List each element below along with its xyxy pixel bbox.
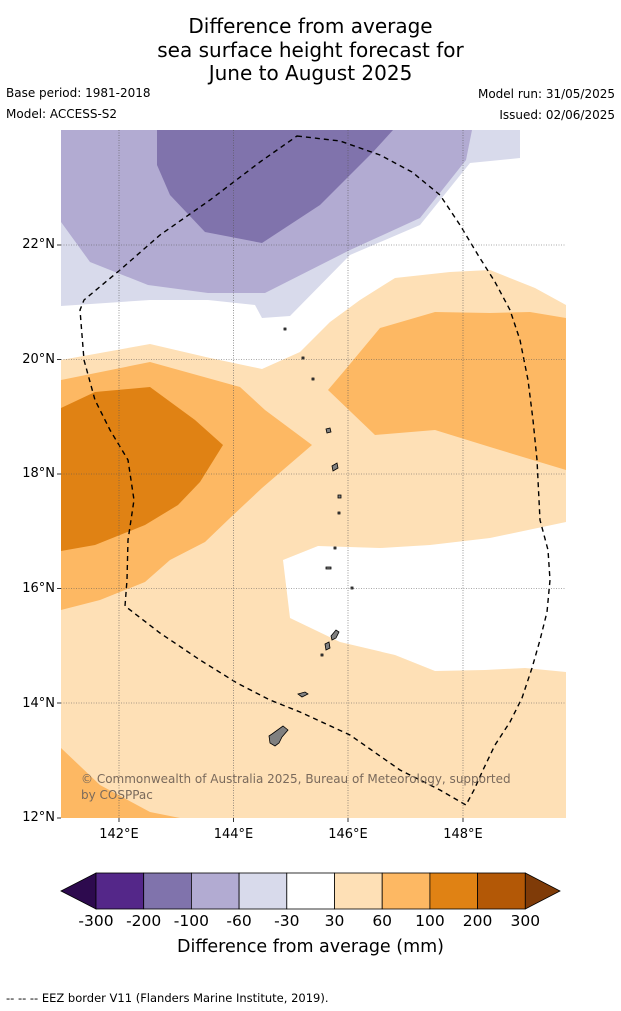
island-alamagan bbox=[337, 494, 342, 499]
colorbar-bin-9 bbox=[477, 872, 526, 910]
island-asuncion bbox=[311, 377, 315, 381]
issued-text: Issued: 02/06/2025 bbox=[499, 108, 615, 122]
island-tinian bbox=[324, 641, 331, 651]
map-title: Difference from average sea surface heig… bbox=[0, 14, 621, 86]
colorbar-extend-low bbox=[60, 872, 97, 910]
colorbar-bin-8 bbox=[429, 872, 478, 910]
lat-label-20n: 20°N bbox=[22, 352, 55, 367]
colorbar-bin-2 bbox=[143, 872, 192, 910]
base-period-text: Base period: 1981-2018 bbox=[6, 86, 151, 100]
lat-label-16n: 16°N bbox=[22, 581, 55, 596]
title-line-2: sea surface height forecast for bbox=[157, 37, 464, 62]
contour-positive-corner bbox=[61, 748, 180, 818]
contour-layer bbox=[61, 130, 566, 818]
island-sarigan bbox=[333, 546, 337, 550]
island-anatahan bbox=[325, 566, 332, 570]
island-aguijan bbox=[320, 653, 324, 657]
colorbar-label: Difference from average (mm) bbox=[176, 937, 445, 957]
gridlines bbox=[61, 130, 566, 818]
island-agrihan bbox=[325, 427, 332, 434]
eez-border bbox=[79, 135, 551, 806]
island-saipan bbox=[330, 629, 340, 641]
colorbar-extend-high bbox=[524, 872, 561, 910]
island-rota bbox=[297, 691, 309, 698]
colorbar-tick-10: 300 bbox=[510, 912, 541, 930]
colorbar-bin-6 bbox=[334, 872, 383, 910]
island-farallon bbox=[283, 327, 287, 331]
island-guam bbox=[268, 725, 289, 747]
copyright-text: © Commonwealth of Australia 2025, Bureau… bbox=[81, 772, 511, 802]
colorbar-tick-5: -30 bbox=[274, 912, 300, 930]
model-run-text: Model run: 31/05/2025 bbox=[477, 87, 615, 101]
lon-label-146e: 146°E bbox=[328, 827, 368, 842]
colorbar-tick-9: 200 bbox=[462, 912, 493, 930]
colorbar-tick-3: -100 bbox=[173, 912, 209, 930]
colorbar-bin-5 bbox=[286, 872, 335, 910]
colorbar-tick-1: -300 bbox=[78, 912, 114, 930]
colorbar-tick-2: -200 bbox=[126, 912, 162, 930]
eez-footnote: -- -- -- EEZ border V11 (Flanders Marine… bbox=[6, 991, 329, 1005]
contour-negative-medium bbox=[157, 130, 393, 243]
title-line-3: June to August 2025 bbox=[208, 61, 413, 85]
title-line-1: Difference from average bbox=[188, 14, 433, 38]
island-guguan bbox=[337, 511, 341, 515]
colorbar-tick-6: 30 bbox=[324, 912, 345, 930]
colorbar-tick-8: 100 bbox=[415, 912, 445, 930]
colorbar-tick-7: 60 bbox=[372, 912, 393, 930]
islands bbox=[268, 327, 354, 747]
lat-label-12n: 12°N bbox=[22, 810, 55, 825]
lat-label-14n: 14°N bbox=[22, 696, 55, 711]
colorbar bbox=[60, 872, 561, 910]
contour-positive-high bbox=[61, 387, 223, 551]
model-text: Model: ACCESS-S2 bbox=[6, 107, 118, 121]
colorbar-bin-1 bbox=[95, 872, 145, 910]
lon-label-148e: 148°E bbox=[443, 827, 483, 842]
colorbar-bin-7 bbox=[381, 872, 431, 910]
lon-label-144e: 144°E bbox=[213, 827, 254, 842]
contour-positive-mid-east bbox=[328, 312, 566, 470]
map-panel bbox=[61, 130, 566, 818]
lat-label-22n: 22°N bbox=[22, 237, 55, 252]
axis-ticks bbox=[57, 244, 464, 822]
colorbar-bin-3 bbox=[190, 872, 240, 910]
lat-label-18n: 18°N bbox=[22, 466, 55, 481]
island-maug bbox=[301, 356, 305, 360]
colorbar-bin-4 bbox=[238, 872, 288, 910]
lon-label-142e: 142°E bbox=[99, 827, 139, 842]
island-pagan bbox=[331, 462, 339, 472]
colorbar-tick-4: -60 bbox=[226, 912, 252, 930]
